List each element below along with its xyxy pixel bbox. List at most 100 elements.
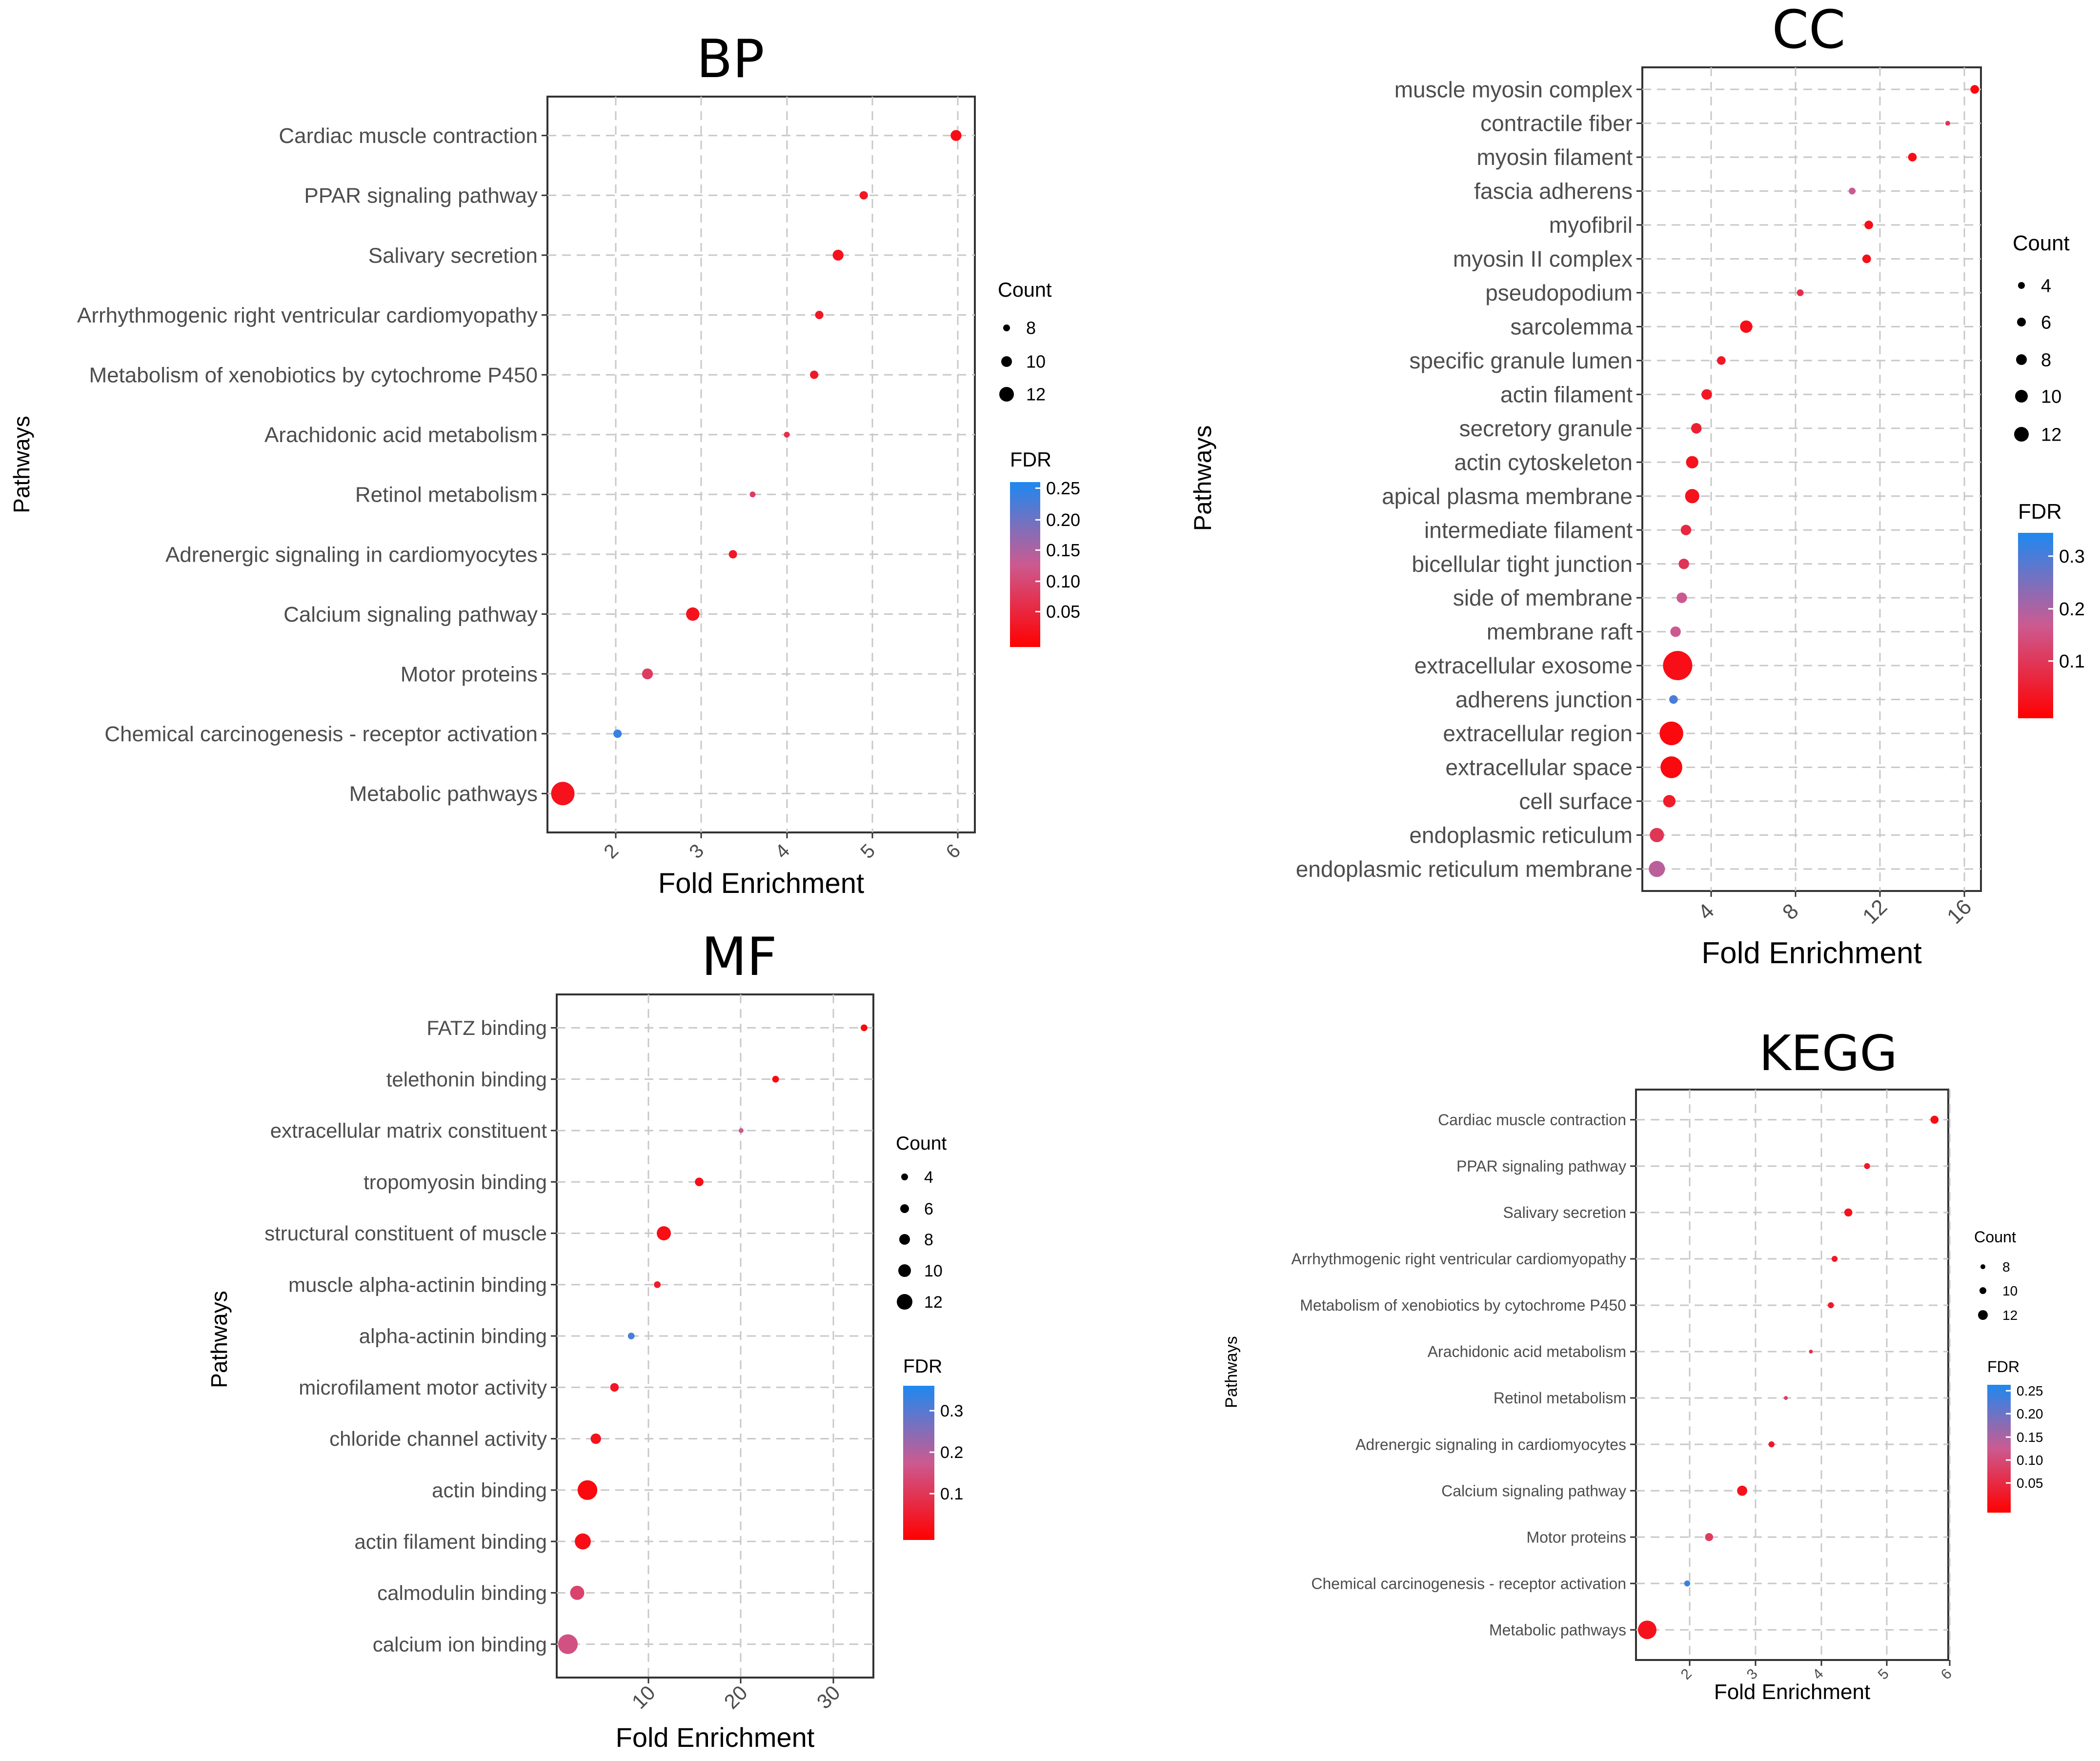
- count-legend-label: 6: [924, 1200, 933, 1218]
- data-point: [590, 1433, 601, 1444]
- data-point: [810, 370, 819, 379]
- fdr-legend-label: 0.25: [1046, 478, 1080, 498]
- data-point: [1650, 828, 1664, 842]
- category-label: sarcolemma: [1510, 314, 1633, 340]
- category-label: intermediate filament: [1424, 517, 1633, 543]
- count-legend-title: Count: [998, 279, 1052, 301]
- category-label: Motor proteins: [1526, 1528, 1626, 1546]
- y-axis-label: Pathways: [206, 1291, 232, 1388]
- category-label: Adrenergic signaling in cardiomyocytes: [1355, 1436, 1626, 1453]
- data-point: [1638, 1620, 1657, 1640]
- data-point: [749, 491, 756, 498]
- x-tick-label: 6: [942, 840, 965, 863]
- data-point: [1809, 1349, 1813, 1354]
- fdr-legend-label: 0.15: [2017, 1430, 2043, 1445]
- chart-panel-mf: MF 10 20 30 FATZ binding telethonin binding ex…: [206, 927, 963, 1753]
- plot-frame: [546, 96, 976, 833]
- count-legend-dot: [999, 387, 1014, 402]
- count-legend-dot: [899, 1234, 910, 1245]
- category-label: apical plasma membrane: [1382, 484, 1633, 509]
- category-label: cell surface: [1519, 789, 1633, 814]
- data-point: [613, 729, 622, 738]
- category-label: calmodulin binding: [377, 1581, 547, 1604]
- category-label: specific granule lumen: [1409, 348, 1633, 373]
- count-legend-label: 4: [2041, 276, 2051, 296]
- data-point: [1740, 320, 1753, 333]
- data-point: [1831, 1255, 1838, 1262]
- fdr-legend-label: 0.20: [2017, 1406, 2043, 1421]
- x-tick-label: 2: [1678, 1666, 1695, 1683]
- count-legend-label: 10: [924, 1262, 943, 1280]
- count-legend-dot: [1003, 324, 1010, 331]
- category-label: extracellular exosome: [1414, 653, 1633, 678]
- data-point: [1908, 153, 1917, 162]
- x-tick-label: 12: [1858, 895, 1892, 929]
- fdr-legend-label: 0.1: [2059, 651, 2085, 672]
- category-label: Cardiac muscle contraction: [1438, 1111, 1626, 1129]
- category-label: calcium ion binding: [373, 1633, 547, 1656]
- data-point: [686, 607, 700, 621]
- category-label: Metabolic pathways: [349, 782, 538, 806]
- category-label: Metabolism of xenobiotics by cytochrome …: [89, 363, 538, 387]
- count-legend-dot: [2018, 282, 2025, 289]
- data-point: [1691, 423, 1702, 434]
- category-label: Arrhythmogenic right ventricular cardiom…: [77, 304, 538, 327]
- y-axis-label: Pathways: [1189, 425, 1216, 531]
- count-legend-title: Count: [896, 1133, 947, 1154]
- chart-title: KEGG: [1759, 1025, 1898, 1082]
- data-point: [570, 1585, 585, 1600]
- category-label: endoplasmic reticulum: [1409, 822, 1633, 848]
- category-label: PPAR signaling pathway: [1456, 1157, 1626, 1175]
- category-label: Adrenergic signaling in cardiomyocytes: [165, 543, 538, 567]
- data-point: [654, 1281, 661, 1288]
- data-point: [1680, 525, 1692, 535]
- plot-frame: [1641, 66, 1982, 892]
- count-legend-dot: [2014, 427, 2029, 442]
- category-label: endoplasmic reticulum membrane: [1296, 856, 1633, 882]
- category-label: Arachidonic acid metabolism: [1428, 1343, 1626, 1360]
- count-legend-label: 6: [2041, 312, 2051, 333]
- data-point: [1737, 1485, 1748, 1496]
- category-label: extracellular space: [1445, 755, 1633, 780]
- y-axis-label: Pathways: [9, 416, 34, 513]
- data-point: [577, 1480, 598, 1500]
- data-point: [1669, 695, 1678, 704]
- count-legend-dot: [898, 1264, 911, 1277]
- category-label: Cardiac muscle contraction: [279, 124, 538, 148]
- category-label: Arachidonic acid metabolism: [264, 423, 538, 447]
- category-label: myofibril: [1549, 212, 1633, 238]
- fdr-legend-label: 0.2: [2059, 599, 2085, 620]
- data-point: [1660, 756, 1682, 778]
- data-point: [551, 782, 575, 806]
- category-label: Arrhythmogenic right ventricular cardiom…: [1291, 1250, 1626, 1268]
- category-label: extracellular matrix constituent: [270, 1119, 547, 1142]
- count-legend-label: 8: [2002, 1259, 2010, 1275]
- x-tick-label: 2: [600, 840, 623, 863]
- data-point: [1676, 592, 1687, 603]
- count-legend-dot: [1978, 1310, 1988, 1320]
- count-legend-label: 10: [2002, 1283, 2018, 1298]
- fdr-color-bar: [1010, 482, 1040, 647]
- category-label: Motor proteins: [401, 663, 538, 687]
- data-point: [1784, 1396, 1788, 1400]
- data-point: [657, 1226, 671, 1240]
- x-axis-label: Fold Enrichment: [1714, 1680, 1870, 1704]
- category-label: extracellular region: [1443, 721, 1633, 746]
- count-legend-label: 10: [2041, 386, 2061, 407]
- x-tick-label: 10: [627, 1681, 660, 1713]
- fdr-legend-label: 0.1: [940, 1485, 963, 1503]
- x-tick-label: 5: [1875, 1666, 1892, 1683]
- fdr-legend-label: 0.05: [1046, 602, 1080, 622]
- chart-panel-cc: CC 4 8 12 16 muscle myosin complex contractile…: [1189, 0, 2085, 970]
- fdr-legend-label: 0.10: [1046, 571, 1080, 591]
- count-legend-dot: [900, 1204, 909, 1213]
- data-point: [950, 130, 962, 141]
- count-legend-label: 10: [1026, 352, 1046, 372]
- data-point: [1797, 289, 1804, 296]
- category-label: myosin II complex: [1453, 246, 1633, 272]
- data-point: [1705, 1533, 1714, 1541]
- category-label: Salivary secretion: [368, 243, 538, 267]
- category-label: Calcium signaling pathway: [1441, 1482, 1626, 1499]
- fdr-legend-label: 0.2: [940, 1443, 963, 1462]
- count-legend-label: 12: [1026, 385, 1046, 405]
